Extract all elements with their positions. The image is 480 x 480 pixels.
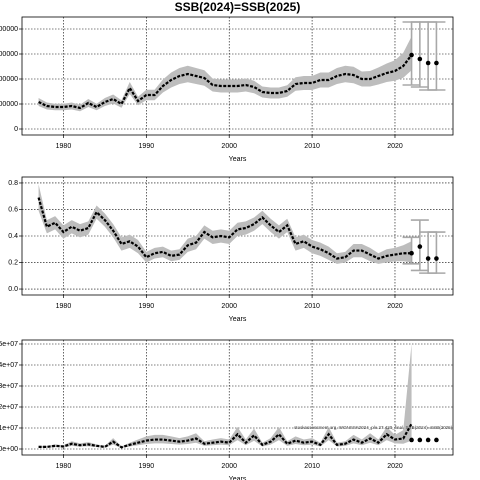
y-tick-label: 0.0 xyxy=(8,286,18,293)
estimate-line xyxy=(38,54,413,110)
forecast-point xyxy=(417,244,423,249)
y-tick-label: 0.8 xyxy=(8,180,18,187)
x-tick-label: 1980 xyxy=(56,303,72,310)
x-axis-label: Years xyxy=(229,476,247,480)
forecast-point xyxy=(425,60,431,66)
x-tick-label: 1980 xyxy=(56,143,72,150)
forecast-point xyxy=(409,437,414,443)
confidence-band xyxy=(38,36,412,112)
y-tick-label: 1e+07 xyxy=(0,425,18,432)
x-axis-label: Years xyxy=(229,156,247,163)
x-axis-label: Years xyxy=(229,316,247,323)
x-tick-label: 2020 xyxy=(387,143,403,150)
forecast-point xyxy=(434,437,439,443)
x-tick-label: 2020 xyxy=(387,463,403,470)
y-tick-label: 0.4 xyxy=(8,233,18,240)
x-tick-label: 1980 xyxy=(56,463,72,470)
y-tick-label: 2e+07 xyxy=(0,404,18,411)
y-tick-label: 0e+00 xyxy=(0,446,18,453)
y-tick-label: 5e+07 xyxy=(0,341,18,348)
y-tick-label: 200000 xyxy=(0,76,18,83)
x-tick-label: 1990 xyxy=(139,143,155,150)
plot-frame xyxy=(21,176,454,296)
x-tick-label: 1990 xyxy=(139,303,155,310)
forecast-point xyxy=(409,52,414,58)
confidence-band xyxy=(38,184,412,264)
forecast-point xyxy=(434,256,439,261)
x-tick-label: 2020 xyxy=(387,303,403,310)
forecast-point xyxy=(417,437,423,443)
y-tick-label: 400000 xyxy=(0,26,18,33)
x-tick-label: 2000 xyxy=(221,143,237,150)
plot-frame xyxy=(21,339,454,456)
estimate-line xyxy=(37,197,412,260)
chart-title: SSB(2024)=SSB(2025) xyxy=(175,0,301,14)
plot-frame xyxy=(21,16,454,136)
annotation: stockassessment.org, WGNSSK2024_ple.27.4… xyxy=(294,425,453,430)
forecast-point xyxy=(434,60,439,66)
confidence-band xyxy=(38,343,412,448)
y-tick-label: 100000 xyxy=(0,101,18,108)
y-tick-label: 0 xyxy=(14,126,18,133)
forecast-point xyxy=(417,56,423,62)
x-tick-label: 2000 xyxy=(221,303,237,310)
forecast-point xyxy=(425,437,431,443)
x-tick-label: 2010 xyxy=(304,143,320,150)
y-tick-label: 3e+07 xyxy=(0,383,18,390)
x-tick-label: 2010 xyxy=(304,463,320,470)
y-tick-label: 0.6 xyxy=(8,206,18,213)
x-tick-label: 1990 xyxy=(139,463,155,470)
y-tick-label: 300000 xyxy=(0,51,18,58)
x-tick-label: 2000 xyxy=(221,463,237,470)
estimate-line xyxy=(38,423,413,449)
y-tick-label: 0.2 xyxy=(8,259,18,266)
y-tick-label: 4e+07 xyxy=(0,362,18,369)
forecast-point xyxy=(425,256,431,261)
forecast-point xyxy=(409,250,414,256)
x-tick-label: 2010 xyxy=(304,303,320,310)
